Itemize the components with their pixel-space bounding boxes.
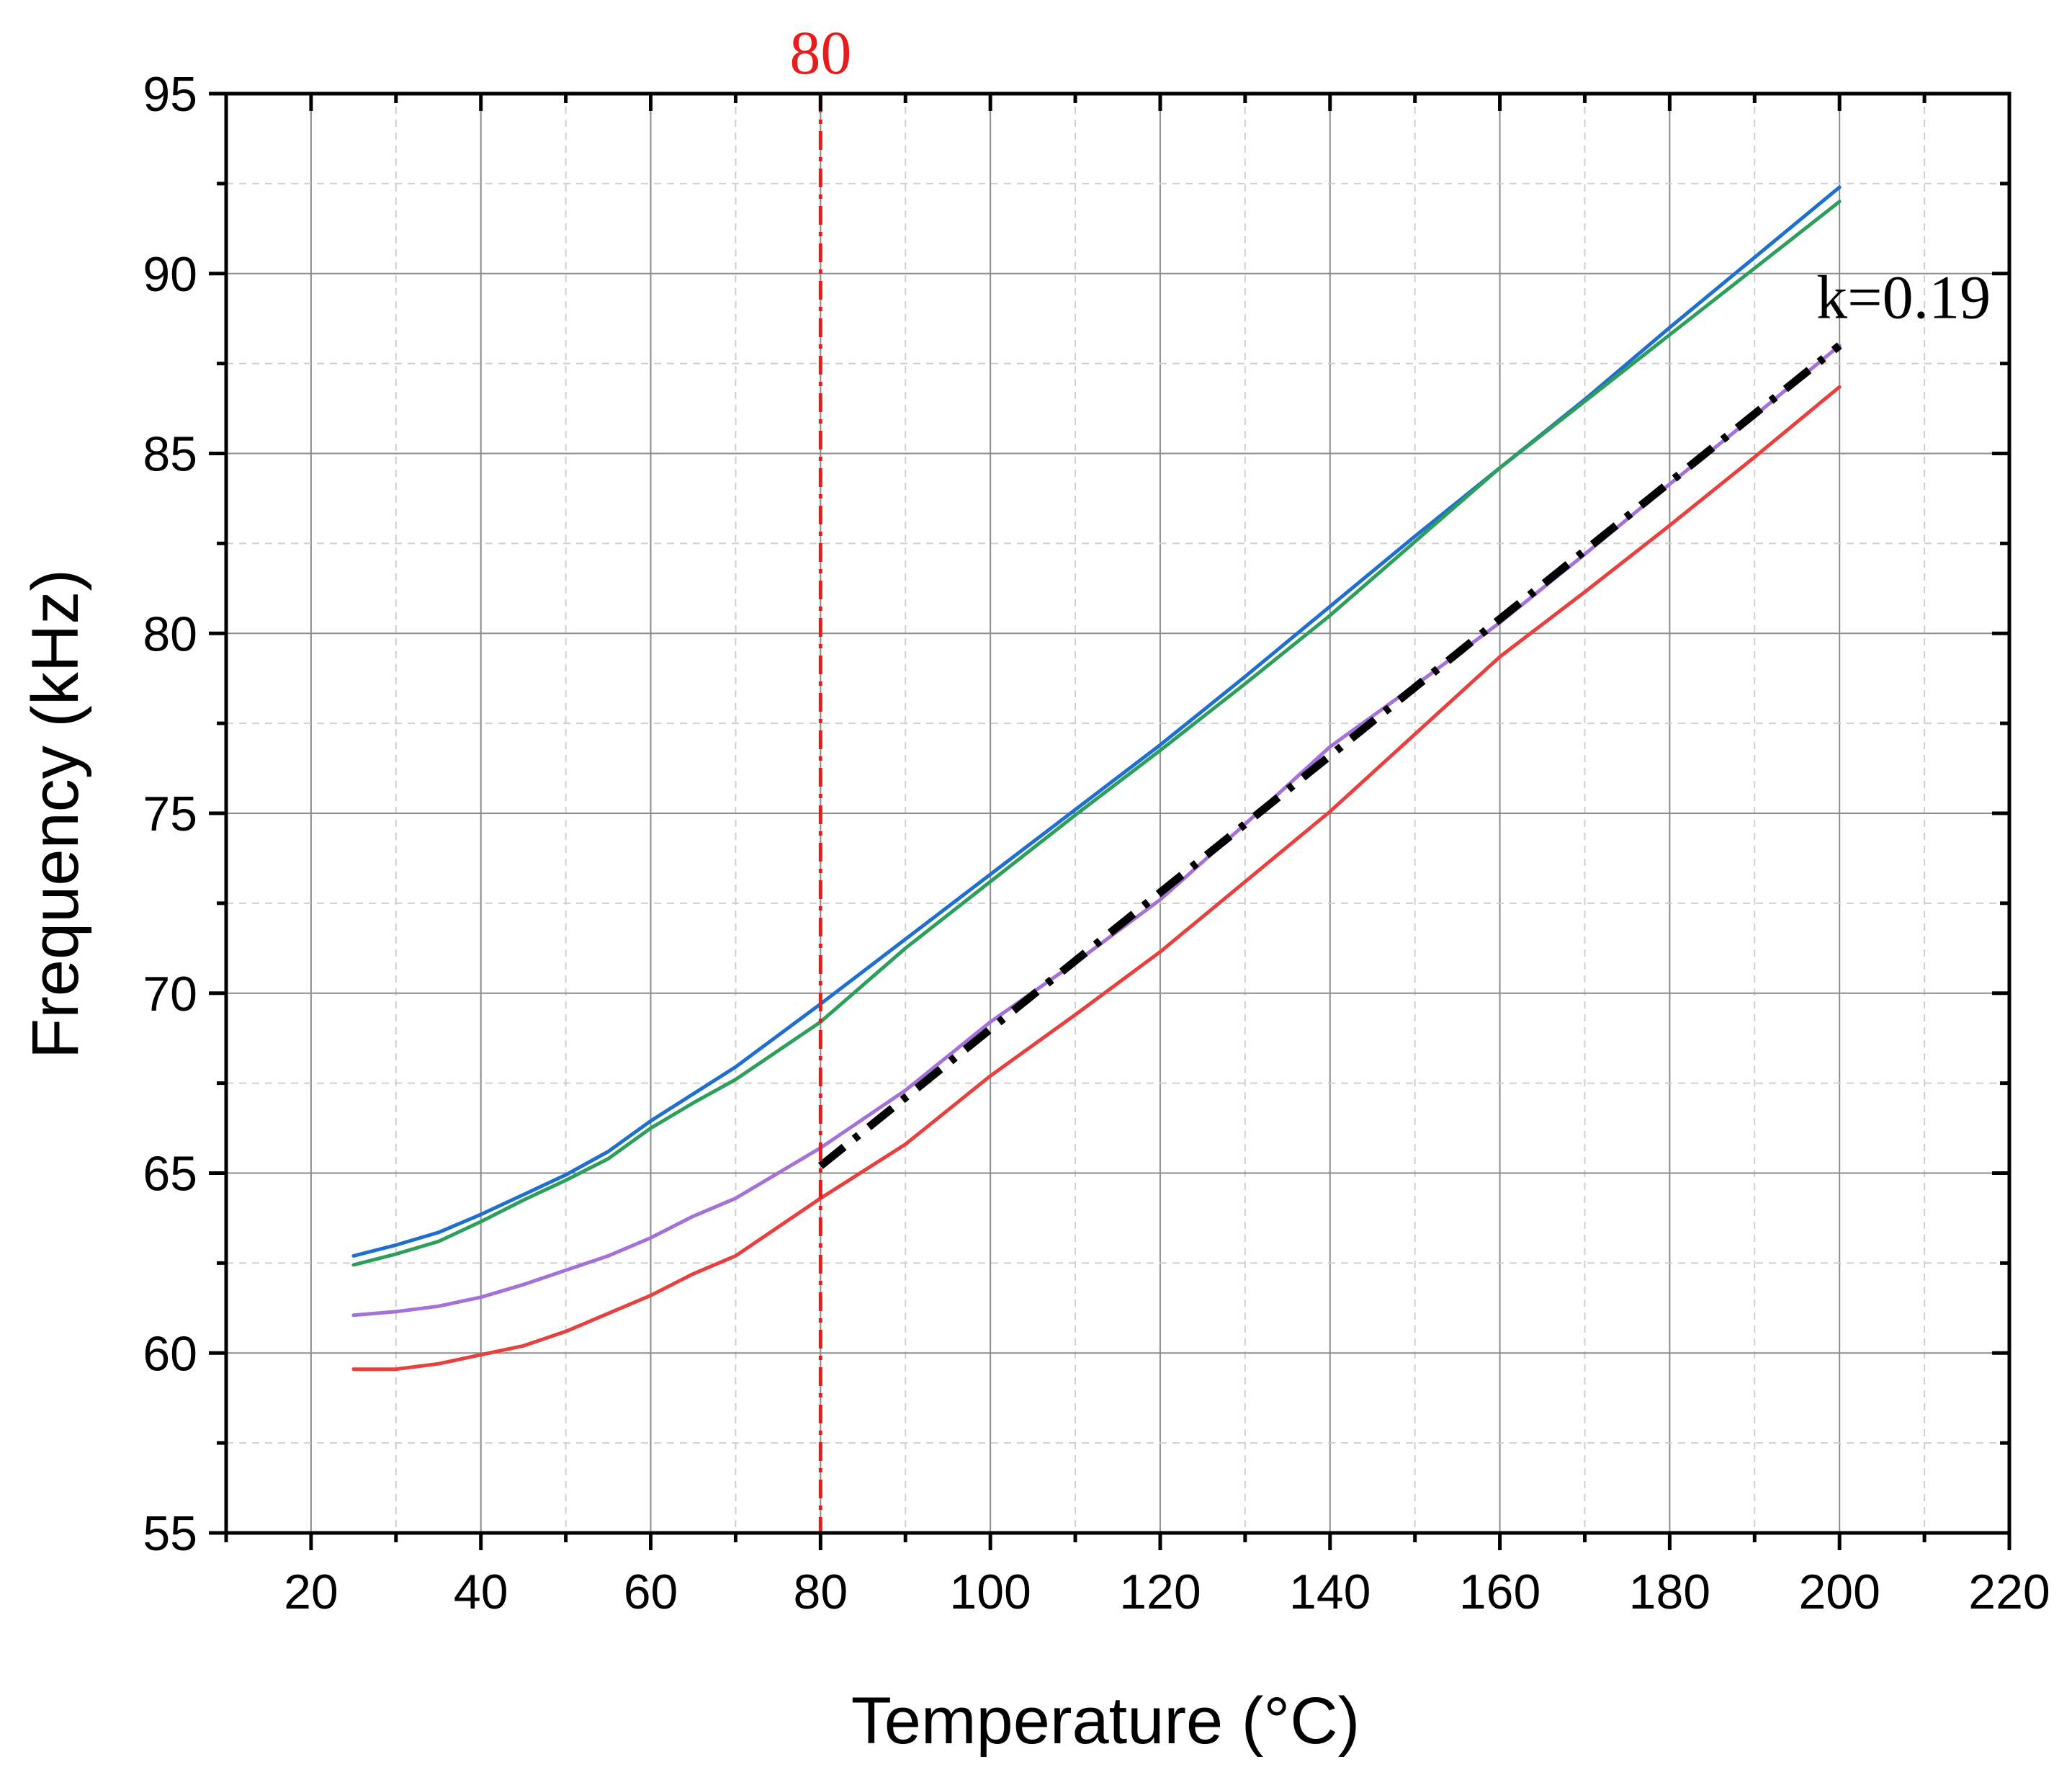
y-tick-label: 60: [143, 1326, 197, 1381]
x-tick-label: 20: [284, 1565, 338, 1619]
y-tick-label: 95: [143, 67, 197, 122]
x-tick-label: 220: [1968, 1565, 2050, 1619]
y-tick-label: 90: [143, 247, 197, 302]
y-tick-label: 80: [143, 607, 197, 661]
y-tick-label: 75: [143, 787, 197, 841]
fit-slope-label: k=0.19: [1816, 263, 1991, 332]
x-tick-label: 160: [1459, 1565, 1540, 1619]
y-axis-title: Frequency (kHz): [19, 569, 92, 1059]
x-tick-label: 100: [949, 1565, 1031, 1619]
x-tick-label: 180: [1629, 1565, 1710, 1619]
x-tick-label: 120: [1119, 1565, 1201, 1619]
x-axis-title: Temperature (°C): [851, 1684, 1360, 1758]
x-tick-label: 80: [794, 1565, 848, 1619]
series-line-red: [351, 385, 1842, 1372]
series-group: [351, 185, 1842, 1372]
y-tick-label: 55: [143, 1506, 197, 1561]
tick-labels: 20 40 60 80 100 120 140 160 180 200 220 55 60 65 70 75 8…: [143, 67, 2050, 1619]
vertical-marker-label: 80: [789, 18, 851, 87]
annotations: k=0.19 80: [789, 18, 1991, 1533]
series-line-green: [351, 200, 1842, 1267]
y-tick-label: 65: [143, 1147, 197, 1202]
x-tick-label: 40: [454, 1565, 508, 1619]
axis-ticks: [209, 91, 2012, 1550]
x-tick-label: 200: [1798, 1565, 1880, 1619]
y-tick-label: 70: [143, 967, 197, 1021]
y-tick-label: 85: [143, 427, 197, 482]
x-tick-label: 60: [624, 1565, 678, 1619]
series-line-purple: [351, 344, 1842, 1318]
x-tick-label: 140: [1289, 1565, 1371, 1619]
